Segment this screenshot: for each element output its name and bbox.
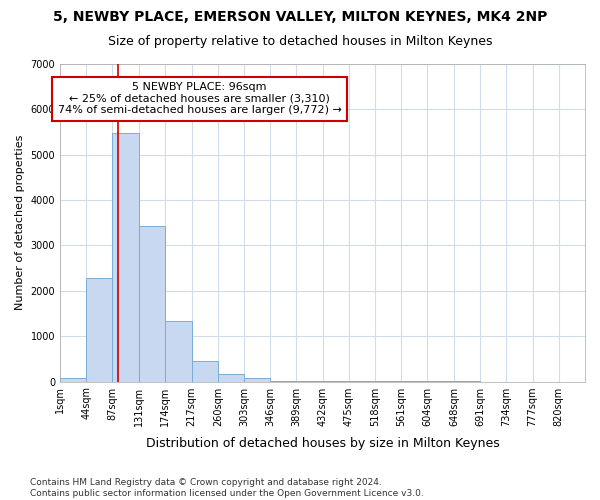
X-axis label: Distribution of detached houses by size in Milton Keynes: Distribution of detached houses by size … <box>146 437 499 450</box>
Bar <box>218 374 244 382</box>
Bar <box>244 378 270 382</box>
Bar <box>166 321 191 382</box>
Text: 5 NEWBY PLACE: 96sqm
← 25% of detached houses are smaller (3,310)
74% of semi-de: 5 NEWBY PLACE: 96sqm ← 25% of detached h… <box>58 82 341 116</box>
Bar <box>86 278 112 382</box>
Bar <box>191 360 218 382</box>
Bar <box>112 133 139 382</box>
Text: Contains HM Land Registry data © Crown copyright and database right 2024.
Contai: Contains HM Land Registry data © Crown c… <box>30 478 424 498</box>
Text: 5, NEWBY PLACE, EMERSON VALLEY, MILTON KEYNES, MK4 2NP: 5, NEWBY PLACE, EMERSON VALLEY, MILTON K… <box>53 10 547 24</box>
Text: Size of property relative to detached houses in Milton Keynes: Size of property relative to detached ho… <box>108 35 492 48</box>
Bar <box>139 226 166 382</box>
Y-axis label: Number of detached properties: Number of detached properties <box>15 135 25 310</box>
Bar <box>60 378 86 382</box>
